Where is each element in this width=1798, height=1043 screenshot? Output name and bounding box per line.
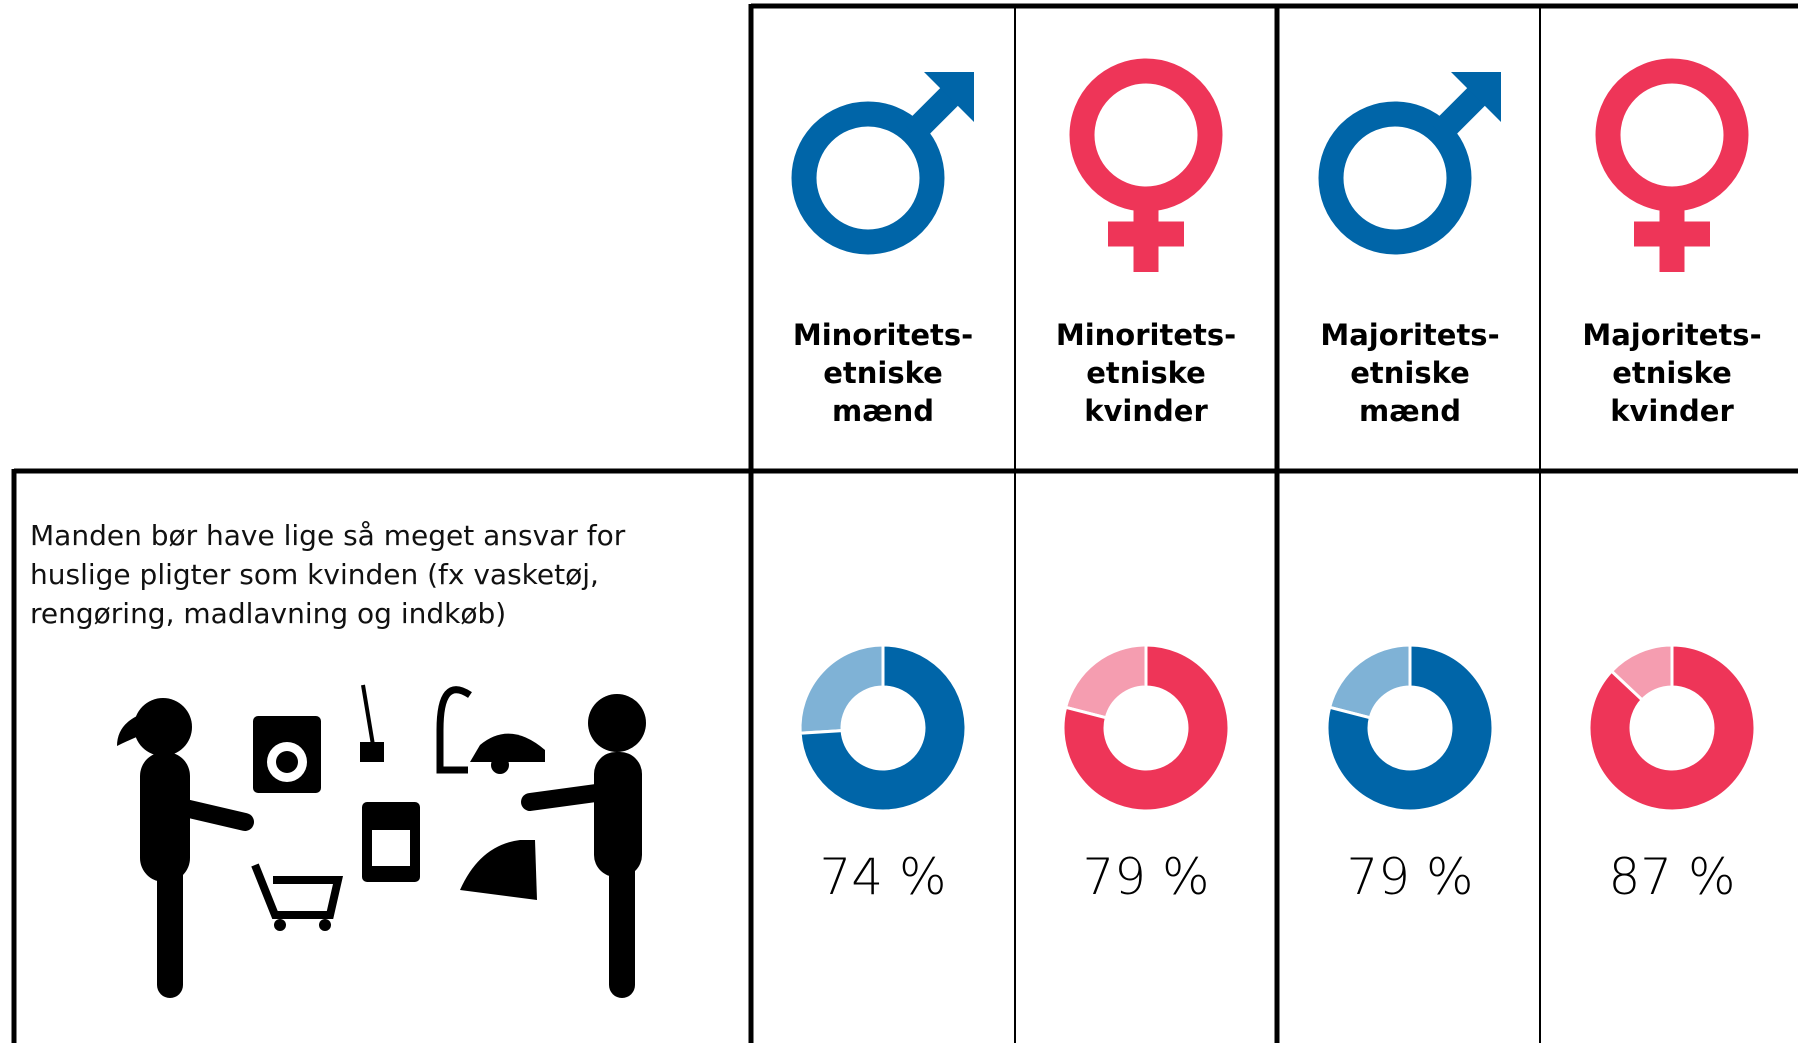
- column-label: Majoritets- etniske kvinder: [1582, 318, 1762, 428]
- female-symbol: [1069, 58, 1223, 272]
- male-symbol: [1318, 72, 1501, 255]
- value-label: 79 %: [1082, 848, 1210, 906]
- donut-segment: [798, 643, 968, 813]
- column-label: Minoritets- etniske mænd: [792, 318, 974, 428]
- male-symbol: [791, 72, 974, 255]
- donut-segment: [1587, 643, 1757, 813]
- donut-rest: [1063, 643, 1148, 720]
- value-label: 79 %: [1346, 848, 1474, 906]
- value-label: 87 %: [1608, 848, 1736, 906]
- donut-segment: [1325, 643, 1495, 813]
- column-label: Minoritets- etniske kvinder: [1055, 318, 1237, 428]
- donut-rest: [798, 643, 885, 735]
- female-symbol: [1595, 58, 1749, 272]
- table-lines: [11, 3, 1798, 1043]
- column-label: Majoritets- etniske mænd: [1320, 318, 1500, 428]
- donut-rest: [1327, 643, 1412, 720]
- statement: Manden bør have lige så meget ansvar for…: [30, 519, 626, 630]
- chores-illustration: [117, 684, 646, 998]
- donut-segment: [1061, 643, 1231, 813]
- value-label: 74 %: [819, 848, 947, 906]
